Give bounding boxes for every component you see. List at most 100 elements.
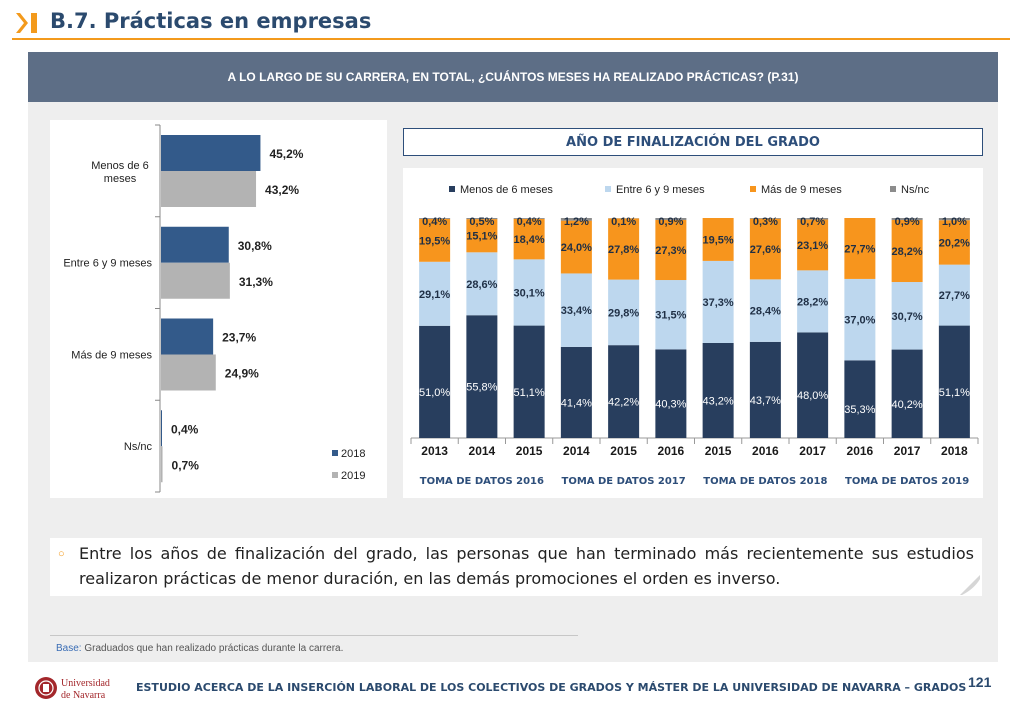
bar-segment [797, 270, 829, 333]
segment-data-label: 15,1% [466, 231, 497, 243]
year-header: AÑO DE FINALIZACIÓN DEL GRADO [403, 128, 983, 156]
category-label: Menos de 6 [91, 160, 148, 172]
segment-data-label: 20,2% [939, 237, 970, 249]
bar-segment [513, 218, 545, 260]
group-label: TOMA DE DATOS 2019 [845, 476, 969, 487]
nsnc-data-label: 0,3% [753, 216, 778, 228]
segment-data-label: 27,7% [939, 290, 970, 302]
bar-segment [466, 315, 498, 438]
bar-segment [655, 219, 687, 281]
legend-swatch [449, 186, 455, 192]
bar-segment [513, 325, 545, 438]
bar-segment [938, 218, 970, 221]
bar-segment [560, 220, 592, 274]
bar-segment [513, 259, 545, 326]
university-logo: Universidad de Navarra [34, 674, 126, 702]
bar-segment [419, 218, 451, 262]
page-title: B.7. Prácticas en empresas [50, 9, 372, 33]
page-number: 121 [968, 674, 992, 690]
bar-segment [702, 260, 734, 343]
nsnc-data-label: 0,9% [658, 216, 683, 228]
segment-data-label: 37,0% [844, 315, 875, 327]
category-tick-label: 2016 [752, 444, 779, 458]
segment-data-label: 28,2% [797, 296, 828, 308]
legend-swatch [890, 186, 896, 192]
bar-segment [938, 264, 970, 326]
footer-text: ESTUDIO ACERCA DE LA INSERCIÓN LABORAL D… [136, 681, 967, 694]
category-tick-label: 2015 [516, 444, 543, 458]
bar-segment [749, 218, 781, 219]
category-label: Entre 6 y 9 meses [63, 258, 152, 270]
brand-chevron-icon [16, 13, 37, 33]
category-tick-label: 2017 [894, 444, 921, 458]
segment-data-label: 28,4% [750, 306, 781, 318]
bar [161, 135, 261, 171]
category-tick-label: 2017 [799, 444, 826, 458]
bar-segment [891, 282, 923, 350]
bar-segment [797, 332, 829, 438]
segment-data-label: 43,2% [703, 395, 734, 407]
segment-data-label: 40,3% [655, 399, 686, 411]
base-divider [50, 635, 578, 636]
bar-data-label: 23,7% [222, 331, 256, 345]
category-label: meses [104, 173, 137, 185]
segment-data-label: 40,2% [892, 399, 923, 411]
group-label: TOMA DE DATOS 2016 [420, 476, 544, 487]
bar-segment [702, 218, 734, 261]
bar-segment [608, 279, 640, 346]
base-label: Base: [56, 643, 82, 654]
segment-data-label: 33,4% [561, 305, 592, 317]
bar-segment [797, 218, 829, 220]
by-year-chart-panel: Menos de 6 meses Entre 6 y 9 meses Más de … [403, 168, 983, 498]
legend-label: Ns/nc [901, 184, 930, 196]
category-tick-label: 2015 [705, 444, 732, 458]
bar-segment [938, 220, 970, 265]
nsnc-data-label: 1,2% [564, 216, 589, 228]
overall-chart-panel: Menos de 6 meses 45,2% 43,2% Entre 6 y 9 mes… [50, 120, 387, 498]
bar-segment [844, 218, 876, 279]
bar-segment [844, 360, 876, 438]
category-tick-label: 2013 [421, 444, 448, 458]
note-bullet-icon: ○ [58, 548, 65, 560]
bar-data-label: 45,2% [269, 147, 303, 161]
category-tick-label: 2015 [610, 444, 637, 458]
segment-data-label: 51,1% [939, 387, 970, 399]
bar [161, 446, 163, 483]
bar [161, 262, 230, 299]
bar-data-label: 24,9% [225, 367, 259, 381]
legend-label: 2019 [341, 470, 365, 482]
bar [161, 354, 216, 391]
bar-segment [419, 325, 451, 438]
legend-label: Menos de 6 meses [460, 184, 553, 196]
bar-segment [844, 278, 876, 361]
segment-data-label: 30,1% [514, 287, 545, 299]
segment-data-label: 35,3% [844, 404, 875, 416]
category-tick-label: 2014 [469, 444, 496, 458]
bar-segment [655, 280, 687, 350]
bar-segment [797, 219, 829, 271]
segment-data-label: 28,2% [892, 246, 923, 258]
legend-label: Más de 9 meses [761, 184, 842, 196]
group-label: TOMA DE DATOS 2018 [703, 476, 827, 487]
segment-data-label: 29,1% [419, 289, 450, 301]
segment-data-label: 43,7% [750, 395, 781, 407]
segment-data-label: 29,8% [608, 307, 639, 319]
group-label: TOMA DE DATOS 2017 [562, 476, 686, 487]
title-divider [12, 38, 1010, 40]
bar [161, 171, 257, 207]
nsnc-data-label: 1,0% [942, 216, 967, 228]
bar-segment [655, 218, 687, 220]
bar [161, 318, 214, 355]
bar-segment [513, 218, 545, 219]
bar-segment [702, 342, 734, 438]
nsnc-data-label: 0,4% [517, 216, 542, 228]
nsnc-data-label: 0,9% [895, 216, 920, 228]
category-tick-label: 2016 [658, 444, 685, 458]
segment-data-label: 28,6% [466, 279, 497, 291]
logo-line2: de Navarra [61, 690, 106, 701]
legend-swatch [750, 186, 756, 192]
segment-data-label: 31,5% [655, 310, 686, 322]
bar-data-label: 31,3% [239, 275, 273, 289]
logo-line1: Universidad [61, 678, 110, 689]
